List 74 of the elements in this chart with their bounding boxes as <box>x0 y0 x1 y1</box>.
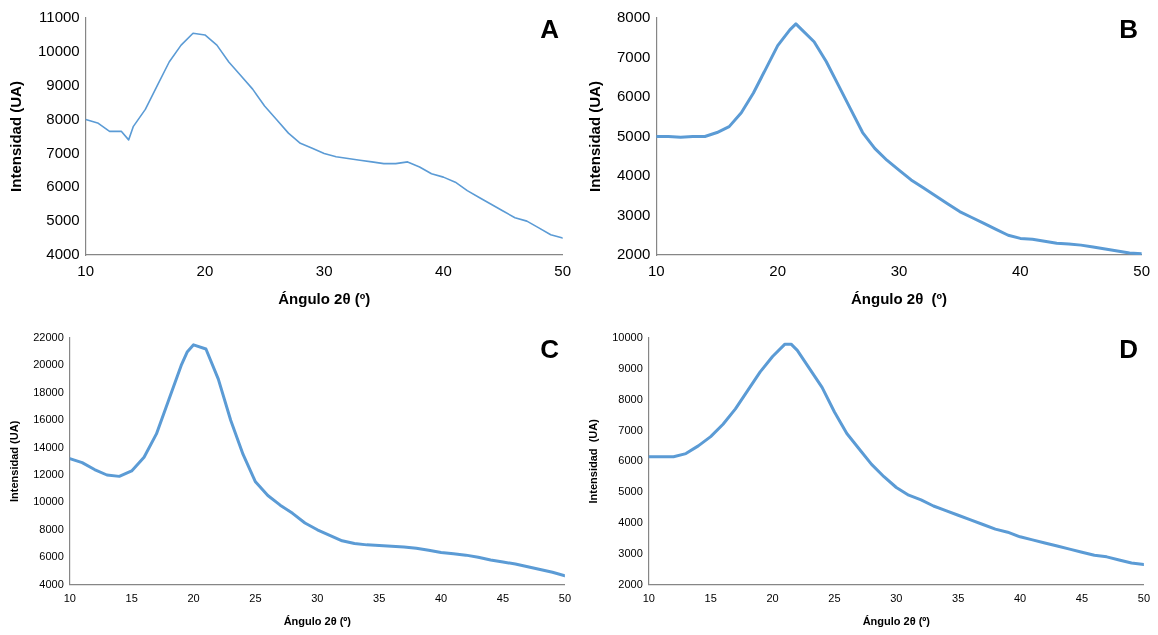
x-axis-title: Ángulo 2θ (º) <box>862 615 931 628</box>
y-tick-label: 20000 <box>33 358 64 371</box>
y-tick-label: 5000 <box>618 485 643 498</box>
y-tick-label: 8000 <box>39 522 64 535</box>
x-tick-label: 40 <box>434 592 448 605</box>
y-tick-label: 10000 <box>33 495 64 508</box>
y-tick-label: 4000 <box>616 166 651 184</box>
x-tick-label: 10 <box>63 592 76 605</box>
y-tick-label: 4000 <box>618 515 643 528</box>
chart-title: B <box>1119 14 1138 45</box>
y-tick-label: 10000 <box>612 331 643 344</box>
chart-title: A <box>540 14 560 45</box>
x-tick-label: 35 <box>952 592 965 605</box>
y-tick-label: 4000 <box>39 577 64 590</box>
y-tick-label: 8000 <box>616 8 651 26</box>
y-tick-label: 22000 <box>33 331 64 344</box>
y-tick-label: 9000 <box>46 75 80 93</box>
y-tick-label: 7000 <box>616 47 651 65</box>
y-tick-label: 6000 <box>618 454 643 467</box>
x-tick-label: 20 <box>187 592 200 605</box>
y-tick-label: 3000 <box>618 546 643 559</box>
x-tick-label: 30 <box>890 592 903 605</box>
chart-title: D <box>1119 334 1138 365</box>
y-tick-label: 10000 <box>37 42 80 59</box>
x-tick-label: 20 <box>766 592 779 605</box>
x-tick-label: 50 <box>1133 262 1150 280</box>
y-tick-label: 2000 <box>618 577 643 590</box>
x-tick-label: 40 <box>435 262 452 280</box>
x-tick-label: 40 <box>1011 262 1029 280</box>
y-tick-label: 6000 <box>39 550 64 563</box>
x-tick-label: 40 <box>1013 592 1027 605</box>
x-tick-label: 50 <box>554 262 571 280</box>
x-tick-label: 25 <box>249 592 262 605</box>
y-tick-label: 8000 <box>46 109 80 127</box>
y-axis-title: Intensidad (UA) <box>586 418 599 504</box>
y-tick-label: 12000 <box>33 468 64 481</box>
y-tick-label: 3000 <box>616 205 651 223</box>
x-tick-label: 45 <box>1075 592 1089 605</box>
y-tick-label: 6000 <box>46 177 80 195</box>
y-axis-title: Intensidad (UA) <box>7 81 25 192</box>
x-tick-label: 30 <box>315 262 333 280</box>
y-tick-label: 5000 <box>616 126 651 144</box>
y-tick-label: 16000 <box>33 413 64 426</box>
x-tick-label: 15 <box>125 592 138 605</box>
x-tick-label: 10 <box>648 262 665 280</box>
y-tick-label: 4000 <box>46 245 80 263</box>
x-tick-label: 50 <box>1137 592 1151 605</box>
y-tick-label: 7000 <box>618 423 643 436</box>
x-tick-label: 35 <box>373 592 386 605</box>
y-axis-title: Intensidad (UA) <box>7 420 20 502</box>
x-axis-title: Ángulo 2θ (º) <box>850 290 948 308</box>
y-tick-label: 7000 <box>46 143 80 161</box>
x-tick-label: 50 <box>558 592 572 605</box>
chart-title: C <box>540 334 560 365</box>
y-tick-label: 18000 <box>33 385 64 398</box>
x-tick-label: 25 <box>828 592 841 605</box>
y-tick-label: 6000 <box>616 87 651 105</box>
x-tick-label: 15 <box>704 592 717 605</box>
x-tick-label: 20 <box>196 262 214 280</box>
y-tick-label: 8000 <box>618 392 643 405</box>
x-tick-label: 10 <box>642 592 655 605</box>
y-tick-label: 2000 <box>616 245 651 263</box>
x-tick-label: 20 <box>769 262 787 280</box>
x-tick-label: 30 <box>890 262 908 280</box>
x-tick-label: 30 <box>311 592 324 605</box>
y-tick-label: 9000 <box>618 361 643 374</box>
x-axis-title: Ángulo 2θ (º) <box>278 290 371 308</box>
y-tick-label: 11000 <box>39 8 80 26</box>
x-axis-title: Ángulo 2θ (º) <box>283 615 352 628</box>
y-tick-label: 14000 <box>33 440 64 453</box>
y-axis-title: Intensidad (UA) <box>586 81 604 192</box>
x-tick-label: 45 <box>496 592 510 605</box>
y-tick-label: 5000 <box>46 211 80 229</box>
x-tick-label: 10 <box>77 262 95 280</box>
